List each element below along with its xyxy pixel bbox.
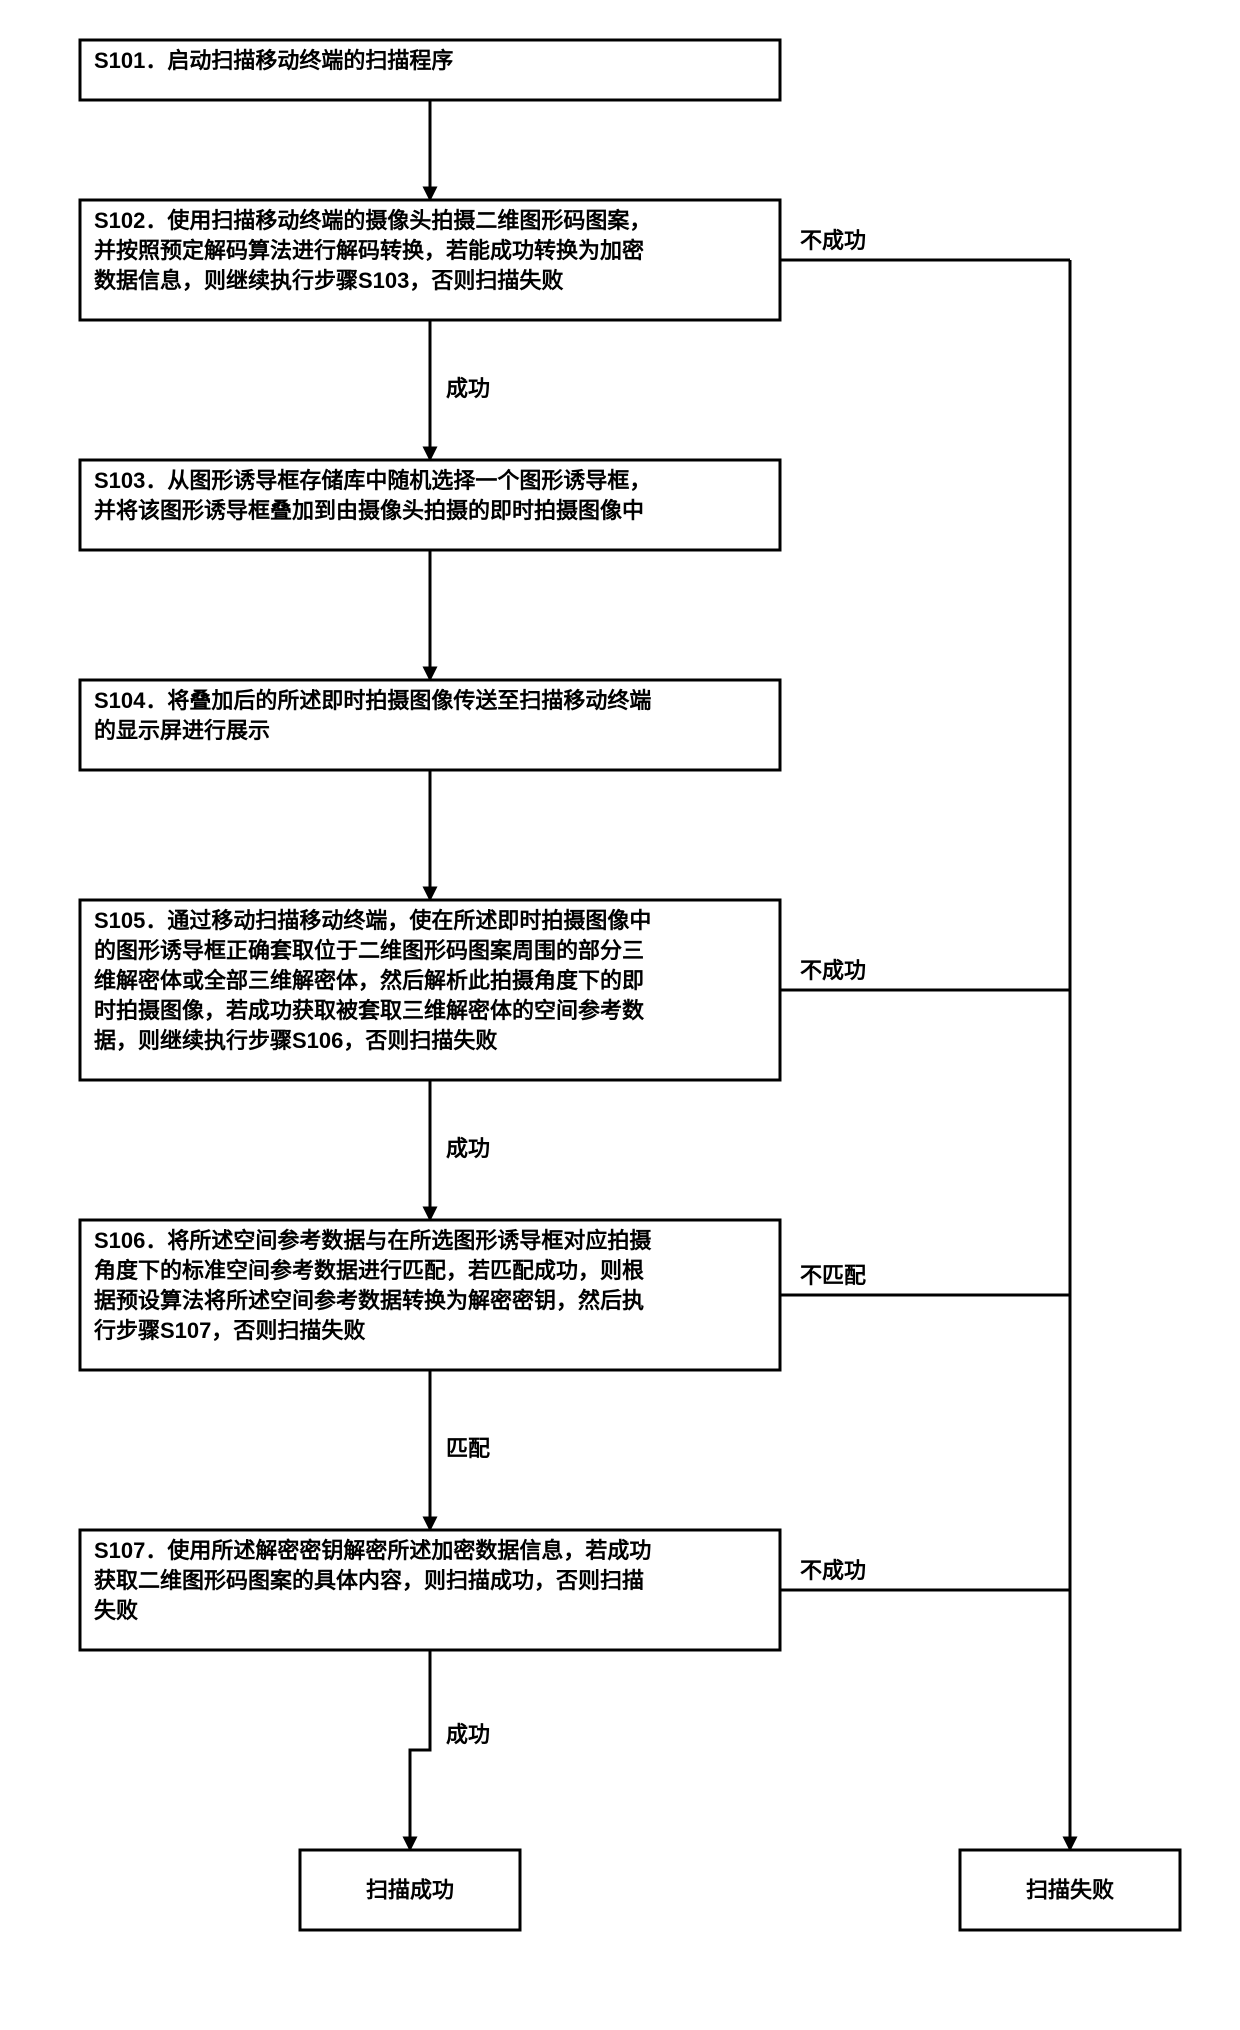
node-s104: S104．将叠加后的所述即时拍摄图像传送至扫描移动终端的显示屏进行展示 — [80, 680, 780, 770]
edge-label: 不匹配 — [800, 1263, 866, 1288]
node-s107: S107．使用所述解密密钥解密所述加密数据信息，若成功获取二维图形码图案的具体内… — [80, 1530, 780, 1650]
node-s106-line-0: S106．将所述空间参考数据与在所选图形诱导框对应拍摄 — [94, 1228, 652, 1253]
node-s102-line-0: S102．使用扫描移动终端的摄像头拍摄二维图形码图案， — [94, 208, 651, 233]
edge-label: 成功 — [446, 1136, 490, 1161]
flowchart-canvas: S101．启动扫描移动终端的扫描程序 S102．使用扫描移动终端的摄像头拍摄二维图… — [0, 0, 1240, 2030]
node-s101-line-0: S101．启动扫描移动终端的扫描程序 — [94, 48, 453, 73]
node-success: 扫描成功 — [300, 1850, 520, 1930]
node-s106-line-3: 行步骤S107，否则扫描失败 — [93, 1318, 365, 1343]
node-s106-line-1: 角度下的标准空间参考数据进行匹配，若匹配成功，则根 — [94, 1258, 644, 1283]
node-s103: S103．从图形诱导框存储库中随机选择一个图形诱导框， 并将该图形诱导框叠加到由摄… — [80, 460, 780, 550]
node-fail: 扫描失败 — [960, 1850, 1180, 1930]
edge-label: 成功 — [446, 376, 490, 401]
node-success-line-0: 扫描成功 — [366, 1878, 454, 1903]
node-s102: S102．使用扫描移动终端的摄像头拍摄二维图形码图案， 并按照预定解码算法进行解码… — [80, 200, 780, 320]
node-s107-line-1: 获取二维图形码图案的具体内容，则扫描成功，否则扫描 — [94, 1568, 644, 1593]
node-s104-line-1: 的显示屏进行展示 — [94, 718, 270, 743]
edge-label: 不成功 — [800, 228, 866, 253]
node-s105-line-2: 维解密体或全部三维解密体，然后解析此拍摄角度下的即 — [94, 968, 644, 993]
node-s105-line-1: 的图形诱导框正确套取位于二维图形码图案周围的部分三 — [94, 938, 644, 963]
node-s105: S105．通过移动扫描移动终端，使在所述即时拍摄图像中的图形诱导框正确套取位于二… — [80, 900, 780, 1080]
node-s105-line-3: 时拍摄图像，若成功获取被套取三维解密体的空间参考数 — [94, 998, 645, 1023]
node-fail-line-0: 扫描失败 — [1026, 1878, 1114, 1903]
node-s106: S106．将所述空间参考数据与在所选图形诱导框对应拍摄角度下的标准空间参考数据进… — [80, 1220, 780, 1370]
node-s102-line-1: 并按照预定解码算法进行解码转换，若能成功转换为加密 — [94, 238, 644, 263]
node-s104-line-0: S104．将叠加后的所述即时拍摄图像传送至扫描移动终端 — [94, 688, 651, 713]
node-s107-line-0: S107．使用所述解密密钥解密所述加密数据信息，若成功 — [94, 1538, 651, 1563]
edge-label: 不成功 — [800, 958, 866, 983]
node-s105-line-4: 据，则继续执行步骤S106，否则扫描失败 — [94, 1028, 497, 1053]
edge-label: 不成功 — [800, 1558, 866, 1583]
node-s107-line-2: 失败 — [94, 1598, 138, 1623]
node-s101: S101．启动扫描移动终端的扫描程序 — [80, 40, 780, 100]
node-s102-line-2: 数据信息，则继续执行步骤S103，否则扫描失败 — [94, 268, 563, 293]
node-s103-line-0: S103．从图形诱导框存储库中随机选择一个图形诱导框， — [94, 468, 651, 493]
edge-label: 成功 — [446, 1722, 490, 1747]
edge-label: 匹配 — [446, 1436, 490, 1461]
node-s105-line-0: S105．通过移动扫描移动终端，使在所述即时拍摄图像中 — [94, 908, 651, 933]
node-s103-line-1: 并将该图形诱导框叠加到由摄像头拍摄的即时拍摄图像中 — [94, 498, 644, 523]
node-s106-line-2: 据预设算法将所述空间参考数据转换为解密密钥，然后执 — [94, 1288, 644, 1313]
